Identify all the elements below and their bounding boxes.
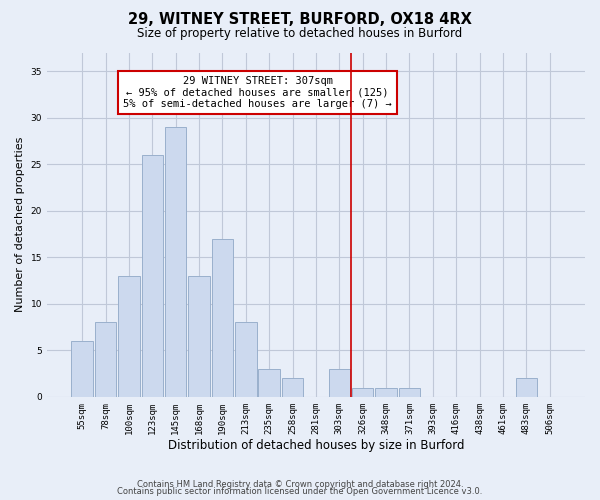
Bar: [399, 388, 420, 397]
Y-axis label: Number of detached properties: Number of detached properties: [15, 137, 25, 312]
Bar: [71, 341, 93, 397]
Bar: [212, 238, 233, 397]
Bar: [165, 127, 187, 397]
Bar: [515, 378, 537, 397]
Text: Contains public sector information licensed under the Open Government Licence v3: Contains public sector information licen…: [118, 487, 482, 496]
Bar: [235, 322, 257, 397]
Bar: [282, 378, 304, 397]
Bar: [259, 369, 280, 397]
Bar: [376, 388, 397, 397]
Bar: [352, 388, 373, 397]
Bar: [142, 155, 163, 397]
Bar: [118, 276, 140, 397]
X-axis label: Distribution of detached houses by size in Burford: Distribution of detached houses by size …: [168, 440, 464, 452]
Bar: [95, 322, 116, 397]
Text: 29 WITNEY STREET: 307sqm
← 95% of detached houses are smaller (125)
5% of semi-d: 29 WITNEY STREET: 307sqm ← 95% of detach…: [123, 76, 392, 109]
Bar: [188, 276, 210, 397]
Bar: [329, 369, 350, 397]
Text: 29, WITNEY STREET, BURFORD, OX18 4RX: 29, WITNEY STREET, BURFORD, OX18 4RX: [128, 12, 472, 28]
Text: Size of property relative to detached houses in Burford: Size of property relative to detached ho…: [137, 28, 463, 40]
Text: Contains HM Land Registry data © Crown copyright and database right 2024.: Contains HM Land Registry data © Crown c…: [137, 480, 463, 489]
